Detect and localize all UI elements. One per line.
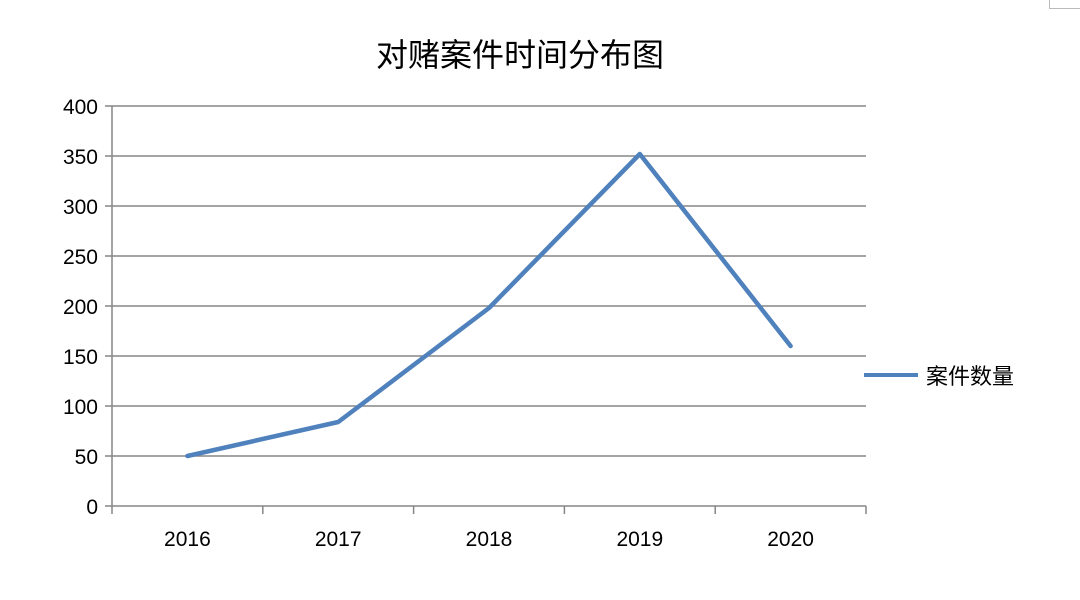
y-tick-label: 300 <box>63 196 98 219</box>
axes <box>105 105 867 514</box>
y-tick-label: 100 <box>63 396 98 419</box>
corner-decoration <box>1049 0 1080 9</box>
chart-title: 对赌案件时间分布图 <box>376 36 664 74</box>
x-tick-label: 2016 <box>164 528 211 551</box>
series-lines <box>185 151 793 459</box>
y-tick-labels: 0 50 100 150 200 250 300 350 400 <box>63 96 98 519</box>
y-tick-label: 150 <box>63 346 98 369</box>
series-line <box>185 151 793 459</box>
y-tick-label: 0 <box>86 496 98 519</box>
x-tick-label: 2017 <box>315 528 362 551</box>
x-tick-labels: 2016 2017 2018 2019 2020 <box>164 528 814 551</box>
x-tick-label: 2019 <box>616 528 663 551</box>
legend: 案件数量 <box>864 365 1014 390</box>
y-tick-label: 350 <box>63 146 98 169</box>
y-tick-label: 250 <box>63 246 98 269</box>
legend-label: 案件数量 <box>926 365 1014 390</box>
y-tick-label: 200 <box>63 296 98 319</box>
y-tick-label: 400 <box>63 96 98 119</box>
gridlines <box>112 105 866 457</box>
y-tick-label: 50 <box>75 446 98 469</box>
x-tick-label: 2020 <box>767 528 814 551</box>
x-tick-label: 2018 <box>466 528 513 551</box>
